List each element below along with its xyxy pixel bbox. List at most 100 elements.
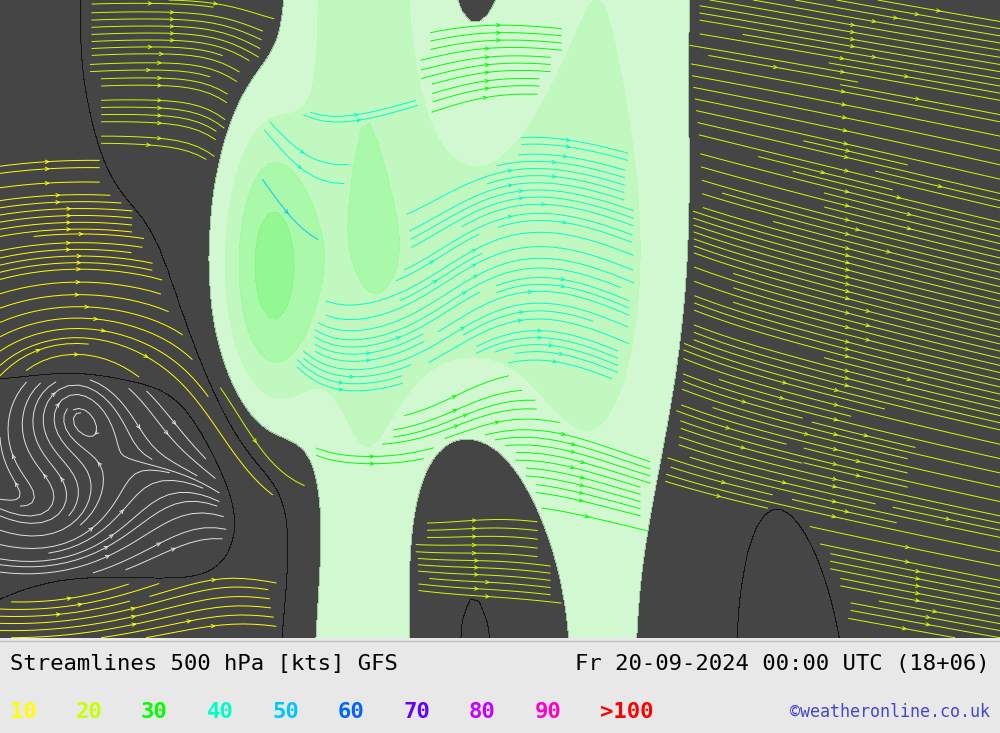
FancyArrowPatch shape xyxy=(926,616,930,619)
FancyArrowPatch shape xyxy=(938,185,942,188)
FancyArrowPatch shape xyxy=(350,375,353,378)
FancyArrowPatch shape xyxy=(717,494,720,498)
FancyArrowPatch shape xyxy=(834,432,837,435)
FancyArrowPatch shape xyxy=(559,353,563,356)
FancyArrowPatch shape xyxy=(148,1,152,5)
FancyArrowPatch shape xyxy=(916,577,919,580)
FancyArrowPatch shape xyxy=(561,432,565,435)
FancyArrowPatch shape xyxy=(902,627,906,630)
FancyArrowPatch shape xyxy=(886,250,890,253)
FancyArrowPatch shape xyxy=(850,30,854,34)
Text: 90: 90 xyxy=(534,702,561,722)
FancyArrowPatch shape xyxy=(916,584,919,587)
FancyArrowPatch shape xyxy=(845,169,848,172)
FancyArrowPatch shape xyxy=(144,354,147,357)
FancyArrowPatch shape xyxy=(66,241,70,245)
FancyArrowPatch shape xyxy=(158,114,161,117)
FancyArrowPatch shape xyxy=(845,261,849,264)
FancyArrowPatch shape xyxy=(472,264,476,268)
FancyArrowPatch shape xyxy=(366,359,370,362)
FancyArrowPatch shape xyxy=(105,556,109,559)
FancyArrowPatch shape xyxy=(840,56,844,60)
FancyArrowPatch shape xyxy=(850,45,854,48)
FancyArrowPatch shape xyxy=(538,336,541,339)
FancyArrowPatch shape xyxy=(845,275,849,279)
FancyArrowPatch shape xyxy=(845,246,849,250)
FancyArrowPatch shape xyxy=(452,396,456,399)
FancyArrowPatch shape xyxy=(726,426,729,429)
FancyArrowPatch shape xyxy=(508,169,512,172)
FancyArrowPatch shape xyxy=(460,328,464,331)
FancyArrowPatch shape xyxy=(15,482,19,487)
FancyArrowPatch shape xyxy=(158,76,161,80)
Text: >100: >100 xyxy=(600,702,654,722)
FancyArrowPatch shape xyxy=(94,317,97,320)
FancyArrowPatch shape xyxy=(833,463,837,465)
FancyArrowPatch shape xyxy=(915,599,919,602)
FancyArrowPatch shape xyxy=(845,325,849,328)
FancyArrowPatch shape xyxy=(844,142,847,145)
FancyArrowPatch shape xyxy=(56,201,59,204)
FancyArrowPatch shape xyxy=(845,232,849,235)
FancyArrowPatch shape xyxy=(566,138,570,141)
FancyArrowPatch shape xyxy=(856,228,859,231)
FancyArrowPatch shape xyxy=(845,369,848,372)
FancyArrowPatch shape xyxy=(472,543,476,547)
FancyArrowPatch shape xyxy=(212,578,215,582)
FancyArrowPatch shape xyxy=(833,447,837,451)
FancyArrowPatch shape xyxy=(946,517,949,520)
FancyArrowPatch shape xyxy=(845,204,849,207)
Text: 10: 10 xyxy=(10,702,37,722)
FancyArrowPatch shape xyxy=(508,216,512,218)
FancyArrowPatch shape xyxy=(845,297,849,300)
Text: ©weatheronline.co.uk: ©weatheronline.co.uk xyxy=(790,703,990,721)
FancyArrowPatch shape xyxy=(170,25,174,28)
FancyArrowPatch shape xyxy=(158,84,161,87)
FancyArrowPatch shape xyxy=(370,454,374,458)
FancyArrowPatch shape xyxy=(44,474,47,479)
FancyArrowPatch shape xyxy=(159,52,163,56)
FancyArrowPatch shape xyxy=(36,350,39,353)
FancyArrowPatch shape xyxy=(366,352,370,355)
FancyArrowPatch shape xyxy=(845,254,849,257)
FancyArrowPatch shape xyxy=(561,284,564,288)
FancyArrowPatch shape xyxy=(741,446,745,449)
Text: Fr 20-09-2024 00:00 UTC (18+06): Fr 20-09-2024 00:00 UTC (18+06) xyxy=(575,655,990,674)
FancyArrowPatch shape xyxy=(571,443,575,446)
FancyArrowPatch shape xyxy=(56,194,59,197)
FancyArrowPatch shape xyxy=(253,438,256,443)
FancyArrowPatch shape xyxy=(832,500,836,503)
FancyArrowPatch shape xyxy=(845,190,849,193)
FancyArrowPatch shape xyxy=(211,625,215,628)
FancyArrowPatch shape xyxy=(866,309,869,312)
FancyArrowPatch shape xyxy=(841,89,845,93)
FancyArrowPatch shape xyxy=(67,207,70,210)
FancyArrowPatch shape xyxy=(77,254,81,258)
FancyArrowPatch shape xyxy=(485,594,489,598)
FancyArrowPatch shape xyxy=(56,403,59,408)
FancyArrowPatch shape xyxy=(485,63,489,67)
FancyArrowPatch shape xyxy=(485,79,489,83)
FancyArrowPatch shape xyxy=(552,161,556,163)
Text: 60: 60 xyxy=(338,702,365,722)
FancyArrowPatch shape xyxy=(916,570,919,572)
FancyArrowPatch shape xyxy=(67,597,71,600)
FancyArrowPatch shape xyxy=(146,68,150,72)
FancyArrowPatch shape xyxy=(579,491,583,494)
FancyArrowPatch shape xyxy=(904,75,908,78)
Text: Streamlines 500 hPa [kts] GFS: Streamlines 500 hPa [kts] GFS xyxy=(10,655,398,674)
FancyArrowPatch shape xyxy=(520,311,523,314)
FancyArrowPatch shape xyxy=(864,434,868,437)
FancyArrowPatch shape xyxy=(172,421,176,424)
FancyArrowPatch shape xyxy=(845,354,849,358)
FancyArrowPatch shape xyxy=(832,485,836,488)
FancyArrowPatch shape xyxy=(131,608,135,611)
FancyArrowPatch shape xyxy=(845,347,849,350)
FancyArrowPatch shape xyxy=(104,547,108,550)
FancyArrowPatch shape xyxy=(170,10,174,14)
FancyArrowPatch shape xyxy=(893,16,897,19)
FancyArrowPatch shape xyxy=(339,388,342,391)
FancyArrowPatch shape xyxy=(856,474,860,477)
FancyArrowPatch shape xyxy=(67,228,70,231)
FancyArrowPatch shape xyxy=(845,268,849,271)
